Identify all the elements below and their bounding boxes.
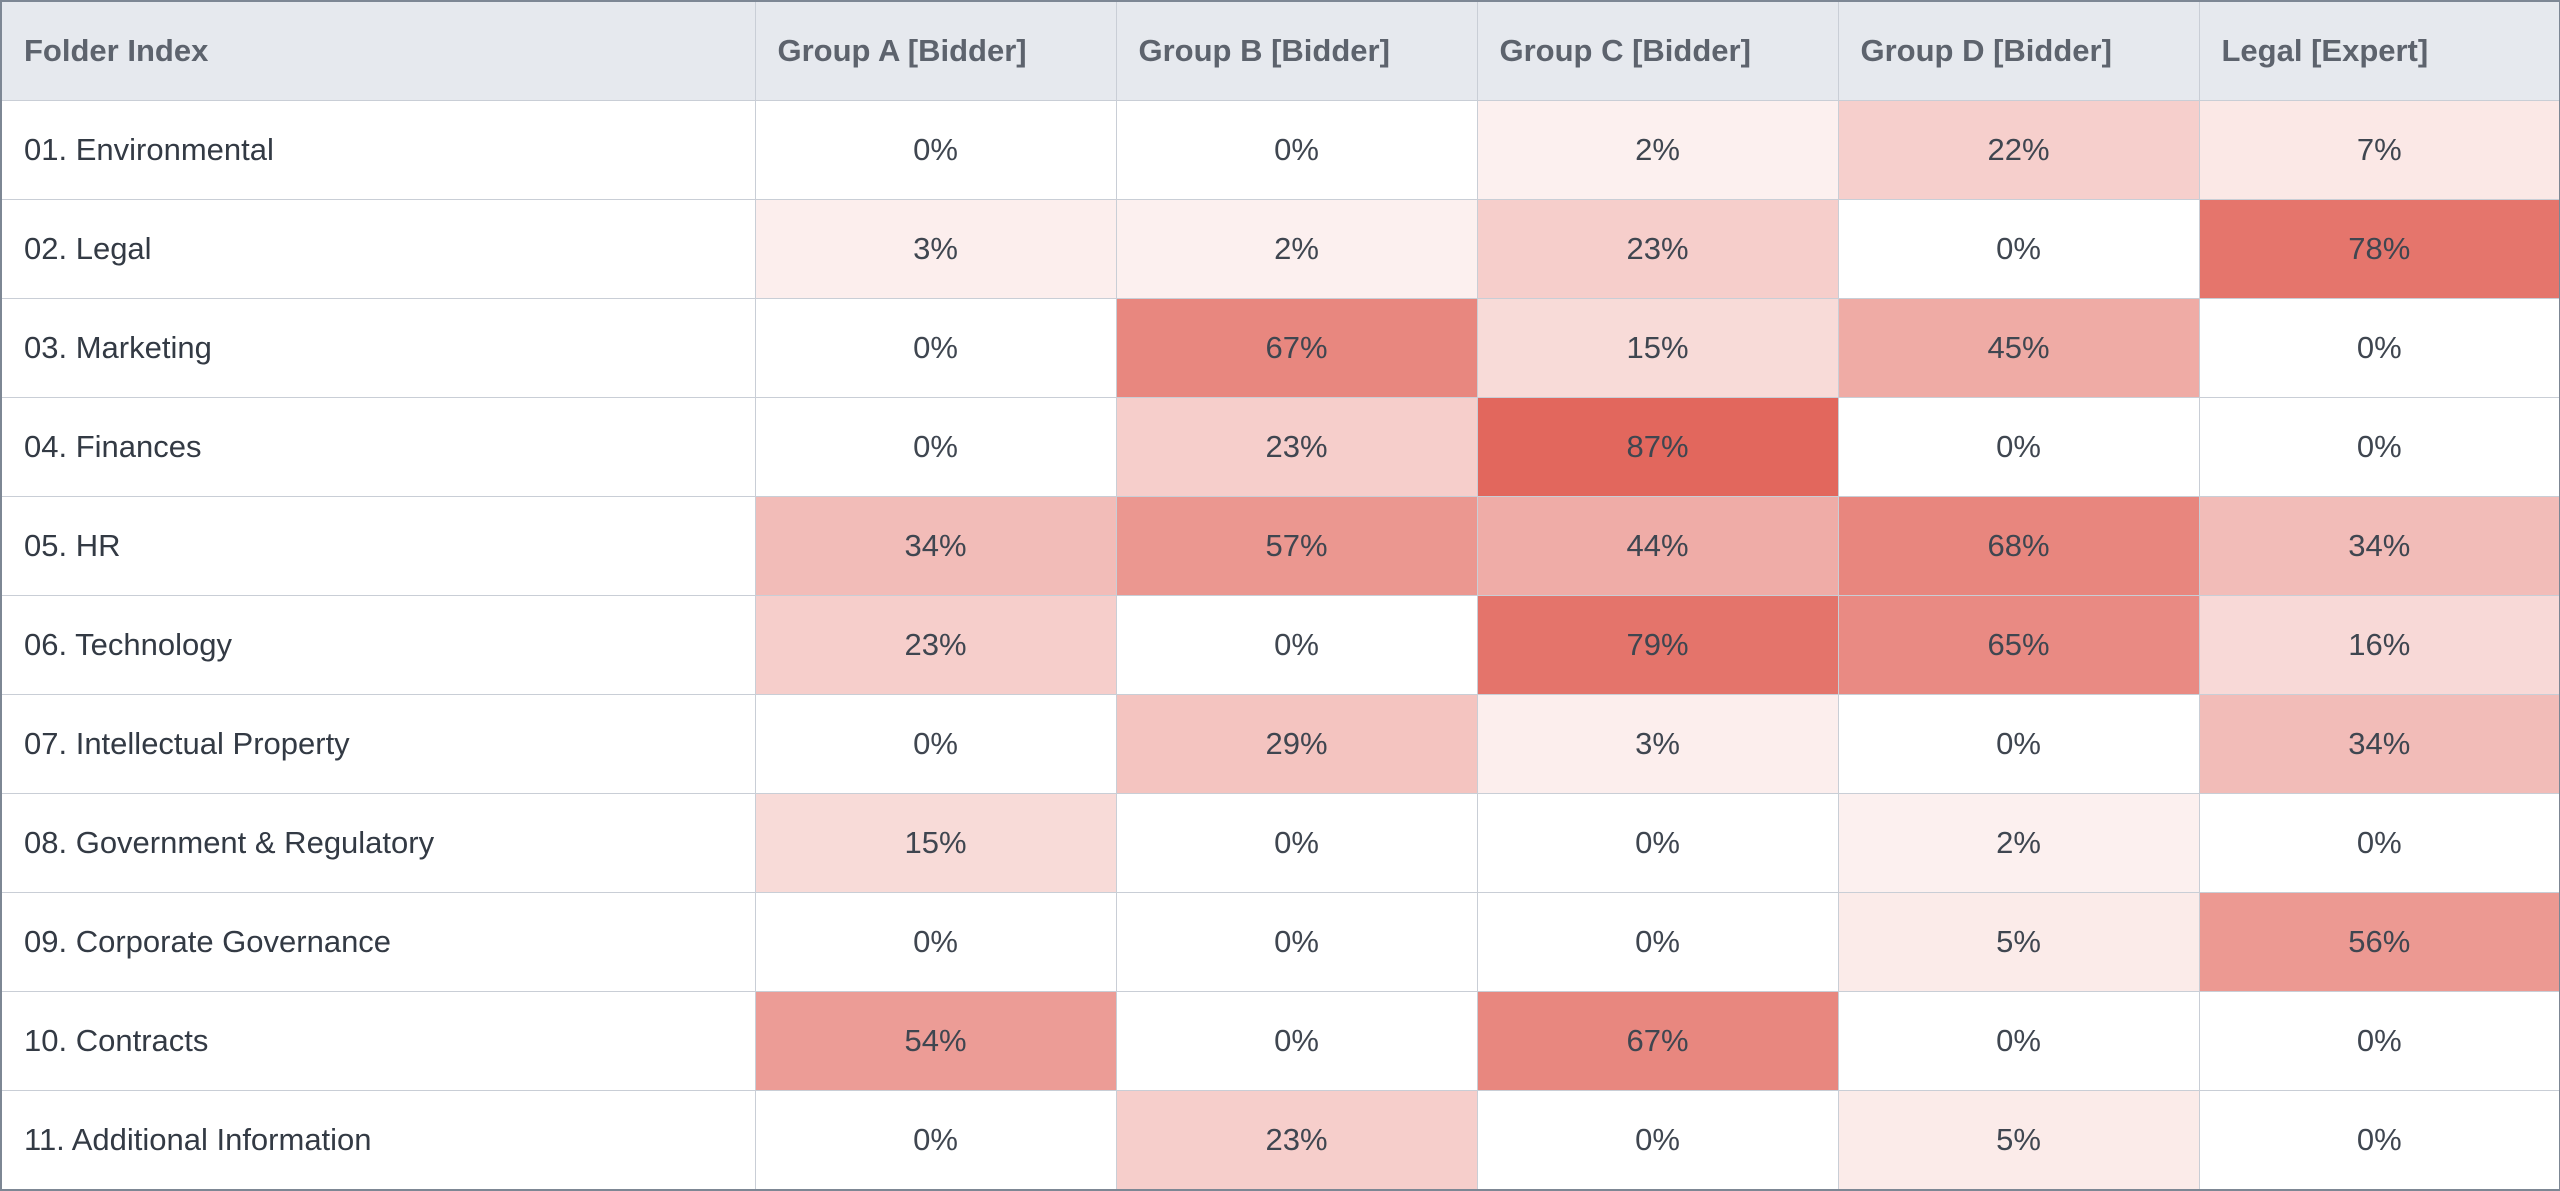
heat-cell: 0% — [1476, 793, 1839, 894]
heat-cell: 0% — [754, 99, 1117, 200]
heat-cell: 23% — [1476, 198, 1839, 299]
header-group-c[interactable]: Group C [Bidder] — [1476, 0, 1839, 101]
heat-cell: 79% — [1476, 594, 1839, 695]
table-row[interactable]: 06. Technology 23% 0% 79% 65% 16% — [0, 594, 2560, 695]
row-label: 07. Intellectual Property — [0, 693, 756, 795]
heat-cell: 2% — [1115, 198, 1478, 299]
header-group-b[interactable]: Group B [Bidder] — [1115, 0, 1478, 101]
row-label: 06. Technology — [0, 594, 756, 695]
heat-cell: 0% — [2198, 1090, 2560, 1191]
heat-cell: 2% — [1837, 793, 2200, 894]
heat-cell: 34% — [754, 495, 1117, 596]
heat-cell: 57% — [1115, 495, 1478, 596]
heat-cell: 15% — [754, 793, 1117, 894]
heat-cell: 0% — [1115, 892, 1478, 993]
heat-cell: 0% — [1837, 693, 2200, 795]
heat-cell: 0% — [1837, 396, 2200, 497]
header-legal-expert[interactable]: Legal [Expert] — [2198, 0, 2560, 101]
heat-cell: 0% — [754, 297, 1117, 398]
table-row[interactable]: 07. Intellectual Property 0% 29% 3% 0% 34% — [0, 693, 2560, 795]
row-label: 09. Corporate Governance — [0, 892, 756, 993]
heat-cell: 87% — [1476, 396, 1839, 497]
heat-cell: 0% — [1476, 1090, 1839, 1191]
heat-cell: 16% — [2198, 594, 2560, 695]
heat-cell: 44% — [1476, 495, 1839, 596]
table-row[interactable]: 05. HR 34% 57% 44% 68% 34% — [0, 495, 2560, 596]
row-label: 01. Environmental — [0, 99, 756, 200]
heat-cell: 29% — [1115, 693, 1478, 795]
heat-cell: 3% — [1476, 693, 1839, 795]
heat-cell: 56% — [2198, 892, 2560, 993]
heat-cell: 15% — [1476, 297, 1839, 398]
heat-cell: 0% — [754, 396, 1117, 497]
header-row: Folder Index Group A [Bidder] Group B [B… — [0, 0, 2560, 101]
heat-cell: 23% — [754, 594, 1117, 695]
table-row[interactable]: 11. Additional Information 0% 23% 0% 5% 0% — [0, 1090, 2560, 1191]
heat-cell: 34% — [2198, 495, 2560, 596]
row-label: 10. Contracts — [0, 991, 756, 1092]
table-row[interactable]: 04. Finances 0% 23% 87% 0% 0% — [0, 396, 2560, 497]
heat-cell: 68% — [1837, 495, 2200, 596]
header-group-d[interactable]: Group D [Bidder] — [1837, 0, 2200, 101]
heat-cell: 0% — [754, 1090, 1117, 1191]
heat-cell: 0% — [1476, 892, 1839, 993]
heat-cell: 78% — [2198, 198, 2560, 299]
table-row[interactable]: 10. Contracts 54% 0% 67% 0% 0% — [0, 991, 2560, 1092]
table-row[interactable]: 03. Marketing 0% 67% 15% 45% 0% — [0, 297, 2560, 398]
table-row[interactable]: 02. Legal 3% 2% 23% 0% 78% — [0, 198, 2560, 299]
table-body: 01. Environmental 0% 0% 2% 22% 7% 02. Legal 3% 2… — [0, 99, 2560, 1191]
heat-cell: 0% — [1837, 991, 2200, 1092]
heat-cell: 0% — [1115, 793, 1478, 894]
table-row[interactable]: 08. Government & Regulatory 15% 0% 0% 2% 0% — [0, 793, 2560, 894]
heat-cell: 0% — [754, 892, 1117, 993]
heat-cell: 54% — [754, 991, 1117, 1092]
row-label: 08. Government & Regulatory — [0, 793, 756, 894]
heat-cell: 0% — [1115, 991, 1478, 1092]
table-row[interactable]: 01. Environmental 0% 0% 2% 22% 7% — [0, 99, 2560, 200]
heat-cell: 45% — [1837, 297, 2200, 398]
heat-cell: 65% — [1837, 594, 2200, 695]
heat-cell: 23% — [1115, 1090, 1478, 1191]
header-folder-index[interactable]: Folder Index — [0, 0, 756, 101]
heat-cell: 0% — [1115, 99, 1478, 200]
heat-cell: 2% — [1476, 99, 1839, 200]
heat-cell: 0% — [2198, 396, 2560, 497]
heat-cell: 34% — [2198, 693, 2560, 795]
heat-cell: 5% — [1837, 892, 2200, 993]
heat-cell: 0% — [1837, 198, 2200, 299]
heat-cell: 67% — [1115, 297, 1478, 398]
row-label: 04. Finances — [0, 396, 756, 497]
table-row[interactable]: 09. Corporate Governance 0% 0% 0% 5% 56% — [0, 892, 2560, 993]
heat-cell: 0% — [1115, 594, 1478, 695]
heat-cell: 0% — [754, 693, 1117, 795]
heat-cell: 0% — [2198, 297, 2560, 398]
row-label: 05. HR — [0, 495, 756, 596]
row-label: 02. Legal — [0, 198, 756, 299]
heat-cell: 0% — [2198, 991, 2560, 1092]
heat-cell: 67% — [1476, 991, 1839, 1092]
heat-cell: 22% — [1837, 99, 2200, 200]
row-label: 11. Additional Information — [0, 1090, 756, 1191]
heat-cell: 23% — [1115, 396, 1478, 497]
heat-cell: 3% — [754, 198, 1117, 299]
row-label: 03. Marketing — [0, 297, 756, 398]
heat-cell: 7% — [2198, 99, 2560, 200]
header-group-a[interactable]: Group A [Bidder] — [754, 0, 1117, 101]
heat-cell: 0% — [2198, 793, 2560, 894]
heat-cell: 5% — [1837, 1090, 2200, 1191]
